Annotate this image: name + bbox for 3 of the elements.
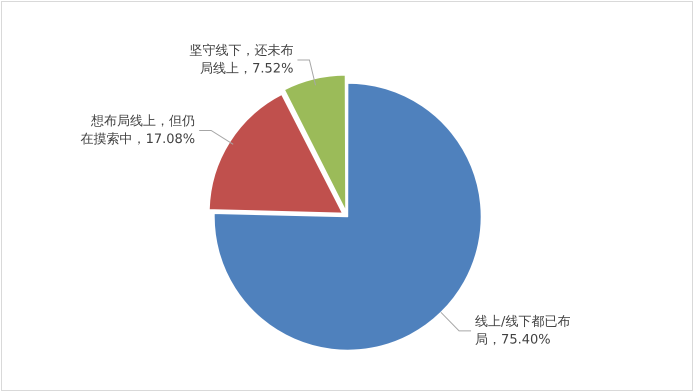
slice-label: 坚守线下，还未布局线上，7.52% — [189, 43, 294, 76]
slice-label: 想布局线上，但仍在摸索中，17.08% — [80, 114, 196, 147]
slice-label: 线上/线下都已布局，75.40% — [475, 314, 570, 348]
